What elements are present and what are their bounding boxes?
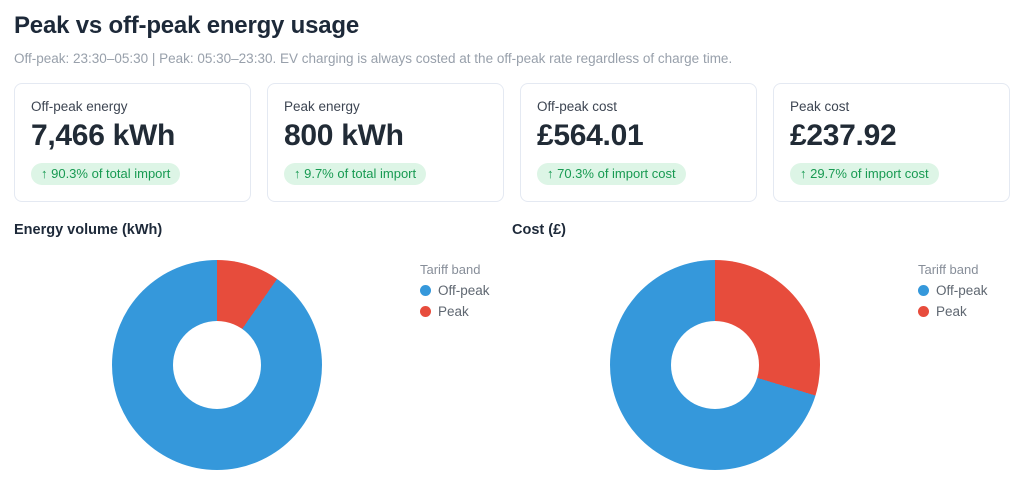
donut-hole (173, 321, 261, 409)
legend-item-peak[interactable]: Peak (420, 304, 512, 319)
legend-item-label: Peak (936, 304, 967, 319)
legend-item-label: Peak (438, 304, 469, 319)
stat-badge: ↑ 90.3% of total import (31, 163, 181, 185)
legend-item-off-peak[interactable]: Off-peak (420, 283, 512, 298)
page-subtitle: Off-peak: 23:30–05:30 | Peak: 05:30–23:3… (14, 51, 733, 66)
donut-hole (671, 321, 759, 409)
stat-value: £237.92 (790, 119, 897, 152)
stat-label: Off-peak energy (31, 99, 128, 114)
chart-title: Energy volume (kWh) (14, 222, 163, 238)
stat-value: 800 kWh (284, 119, 404, 152)
chart-legend: Tariff band Off-peak Peak (918, 260, 1010, 470)
legend-title: Tariff band (918, 262, 979, 277)
energy-volume-donut[interactable] (112, 260, 322, 470)
energy-volume-chart: Energy volume (kWh) Tariff band Off-peak (14, 222, 512, 470)
peak-legend-dot (918, 306, 929, 317)
legend-item-peak[interactable]: Peak (918, 304, 1010, 319)
stat-value: 7,466 kWh (31, 119, 176, 152)
cost-chart: Cost (£) Tariff band Off-peak Peak (512, 222, 1010, 470)
legend-title: Tariff band (420, 262, 481, 277)
off-peak-legend-dot (918, 285, 929, 296)
stat-badge: ↑ 70.3% of import cost (537, 163, 686, 185)
peak-legend-dot (420, 306, 431, 317)
off-peak-legend-dot (420, 285, 431, 296)
stat-badge: ↑ 29.7% of import cost (790, 163, 939, 185)
stat-value: £564.01 (537, 119, 644, 152)
charts-row: Energy volume (kWh) Tariff band Off-peak (14, 222, 1010, 470)
stat-label: Off-peak cost (537, 99, 618, 114)
stat-cards-row: Off-peak energy 7,466 kWh ↑ 90.3% of tot… (14, 83, 1010, 202)
stat-label: Peak energy (284, 99, 360, 114)
page-title: Peak vs off-peak energy usage (14, 12, 360, 39)
stat-label: Peak cost (790, 99, 850, 114)
stat-card-off-peak-cost: Off-peak cost £564.01 ↑ 70.3% of import … (520, 83, 757, 202)
legend-item-label: Off-peak (936, 283, 988, 298)
stat-card-off-peak-energy: Off-peak energy 7,466 kWh ↑ 90.3% of tot… (14, 83, 251, 202)
stat-card-peak-energy: Peak energy 800 kWh ↑ 9.7% of total impo… (267, 83, 504, 202)
legend-item-label: Off-peak (438, 283, 490, 298)
chart-title: Cost (£) (512, 222, 566, 238)
legend-item-off-peak[interactable]: Off-peak (918, 283, 1010, 298)
stat-badge: ↑ 9.7% of total import (284, 163, 427, 185)
cost-donut[interactable] (610, 260, 820, 470)
chart-legend: Tariff band Off-peak Peak (420, 260, 512, 470)
stat-card-peak-cost: Peak cost £237.92 ↑ 29.7% of import cost (773, 83, 1010, 202)
